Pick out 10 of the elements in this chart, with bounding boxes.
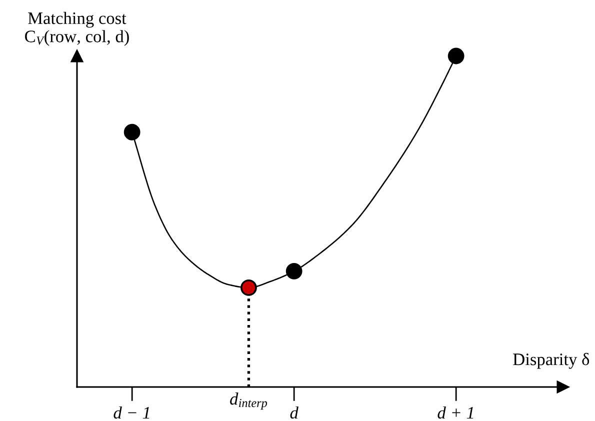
point xyxy=(124,124,140,140)
annotation: d$_{interp}$ xyxy=(230,392,268,410)
y-axis-title: Matching cost C$_{V}$(row, col, d) xyxy=(25,12,129,46)
x-axis-title: Disparity δ xyxy=(513,352,590,369)
x-tick-label: d xyxy=(290,406,298,419)
point xyxy=(286,262,302,280)
x-tick-label: d − 1 xyxy=(114,406,150,419)
point xyxy=(448,48,464,64)
x-tick-label: d + 1 xyxy=(438,406,474,419)
point xyxy=(240,280,257,296)
